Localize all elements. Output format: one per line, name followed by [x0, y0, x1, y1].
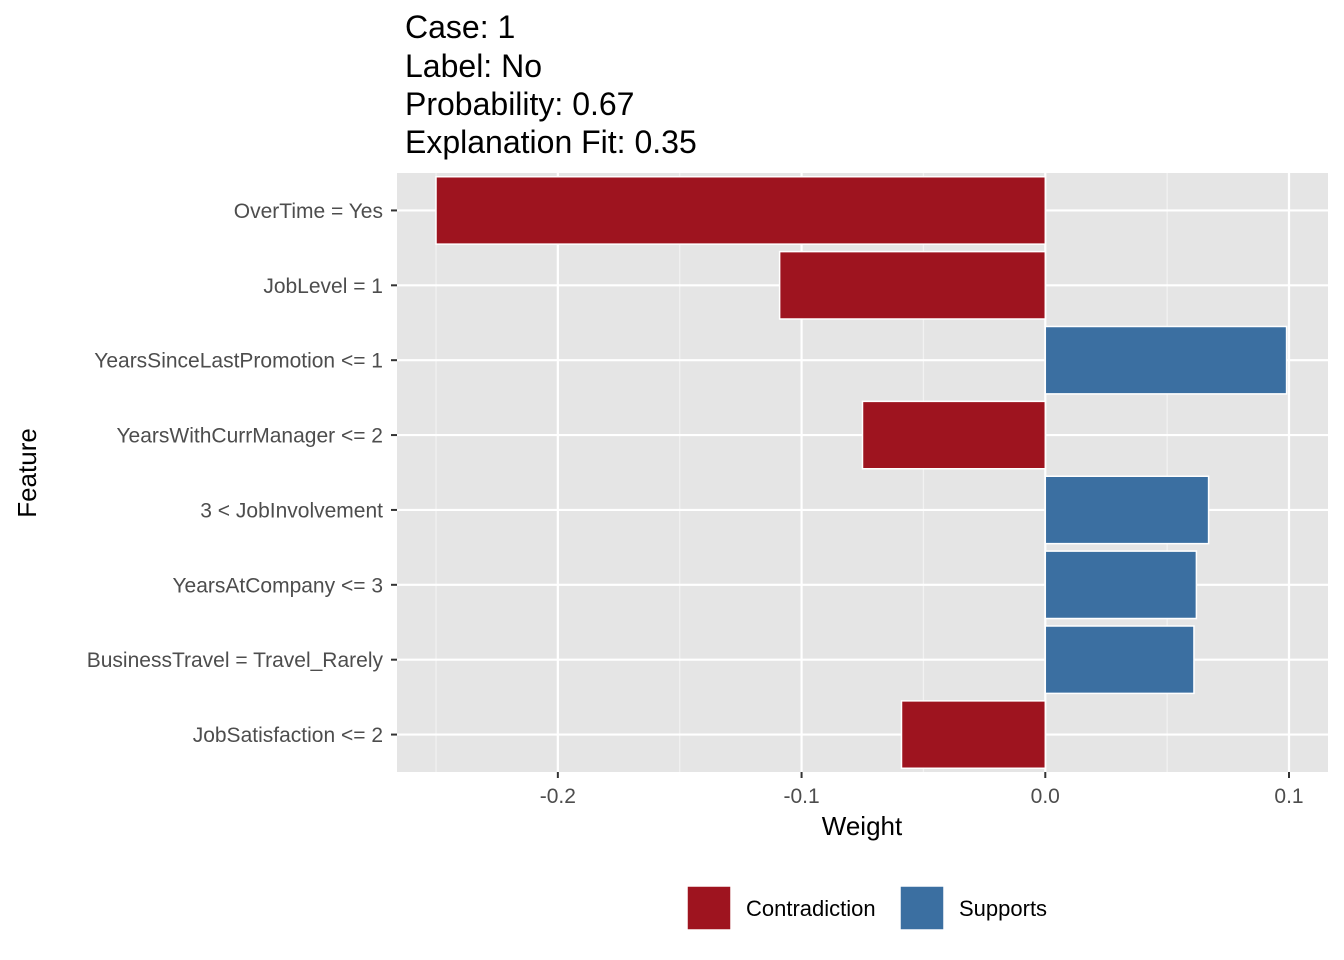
x-axis: -0.2 -0.1 0.0 0.1 [540, 772, 1304, 808]
x-tick-label: -0.2 [540, 785, 576, 808]
x-tick-label: 0.0 [1031, 785, 1060, 808]
bar-contradiction [435, 175, 1047, 245]
legend: Contradiction Supports [686, 885, 1047, 931]
legend-label-contradiction: Contradiction [746, 896, 876, 921]
title-explanation-fit: Explanation Fit: 0.35 [405, 124, 697, 160]
y-tick-label: BusinessTravel = Travel_Rarely [87, 649, 384, 672]
y-axis-title: Feature [12, 428, 42, 518]
legend-label-supports: Supports [959, 896, 1047, 921]
bar-contradiction [900, 700, 1047, 770]
bar-contradiction [861, 400, 1047, 470]
legend-key-supports [899, 885, 945, 931]
y-tick-label: 3 < JobInvolvement [200, 499, 383, 522]
title-label: Label: No [405, 48, 542, 84]
legend-key-contradiction [686, 885, 732, 931]
y-tick-label: OverTime = Yes [234, 200, 383, 223]
y-tick-label: YearsWithCurrManager <= 2 [116, 425, 383, 448]
bar-contradiction [778, 250, 1047, 320]
y-tick-label: YearsAtCompany <= 3 [172, 574, 383, 597]
x-axis-title: Weight [822, 811, 903, 841]
chart-title: Case: 1 Label: No Probability: 0.67 Expl… [405, 9, 697, 160]
x-tick-label: -0.1 [783, 785, 819, 808]
bars [435, 175, 1288, 770]
x-tick-label: 0.1 [1274, 785, 1303, 808]
y-tick-label: JobSatisfaction <= 2 [193, 724, 383, 747]
title-case: Case: 1 [405, 9, 515, 45]
y-tick-label: JobLevel = 1 [263, 275, 383, 298]
title-probability: Probability: 0.67 [405, 86, 634, 122]
y-tick-label: YearsSinceLastPromotion <= 1 [94, 350, 383, 373]
y-axis: OverTime = Yes JobLevel = 1 YearsSinceLast… [87, 200, 397, 747]
bar-supports [1044, 475, 1210, 545]
bar-supports [1044, 550, 1198, 620]
bar-supports [1044, 325, 1288, 395]
bar-supports [1044, 625, 1195, 695]
